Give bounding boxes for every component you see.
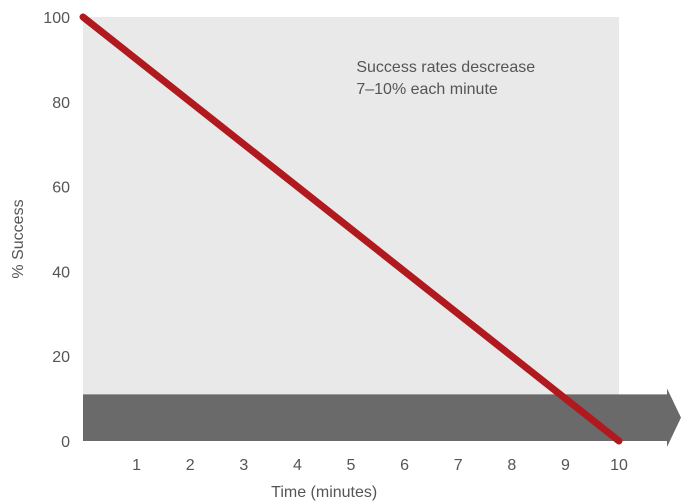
y-tick-label-100: 100	[43, 10, 70, 27]
x-tick-label-5: 5	[347, 457, 356, 474]
x-tick-label-3: 3	[239, 457, 248, 474]
x-tick-label-8: 8	[507, 457, 516, 474]
x-tick-label-6: 6	[400, 457, 409, 474]
x-tick-label-9: 9	[561, 457, 570, 474]
y-axis-label: % Success	[10, 199, 27, 278]
y-tick-label-20: 20	[52, 349, 70, 366]
x-tick-label-4: 4	[293, 457, 302, 474]
y-tick-label-80: 80	[52, 95, 70, 112]
x-tick-label-2: 2	[186, 457, 195, 474]
x-tick-label-1: 1	[132, 457, 141, 474]
x-tick-label-7: 7	[454, 457, 463, 474]
x-tick-label-10: 10	[610, 457, 628, 474]
series-line-0	[79, 13, 623, 445]
y-tick-label-60: 60	[52, 180, 70, 197]
x-axis-label: Time (minutes)	[271, 484, 377, 501]
annotation-line-2: 7–10% each minute	[356, 81, 498, 98]
time-arrow	[83, 388, 681, 447]
y-tick-label-40: 40	[52, 264, 70, 281]
annotation-line-1: Success rates descrease	[356, 59, 535, 76]
y-tick-label-0: 0	[61, 434, 70, 451]
